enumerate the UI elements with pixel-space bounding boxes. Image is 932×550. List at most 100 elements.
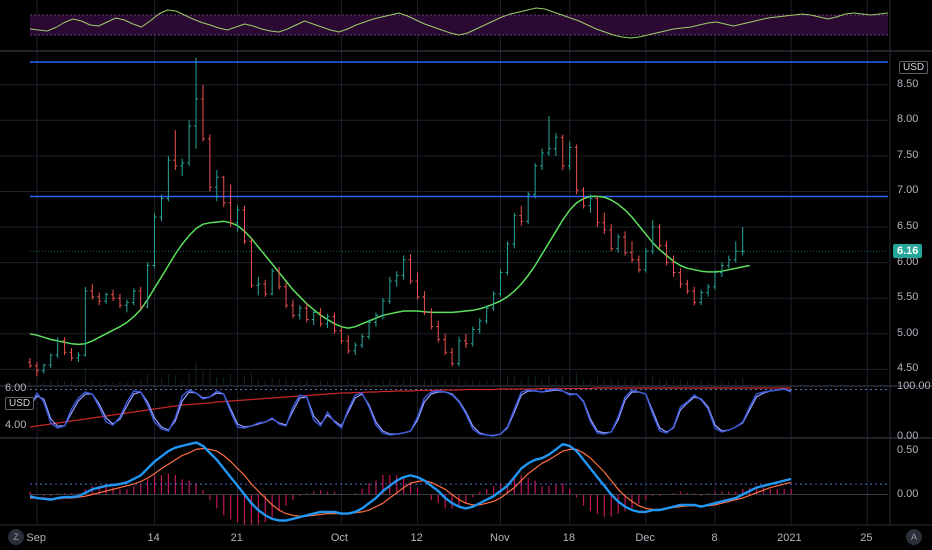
volume-bar-31 — [244, 375, 245, 385]
volume-bar-90 — [652, 376, 654, 385]
rsi-pane[interactable] — [29, 7, 889, 39]
volume-bar-88 — [638, 380, 640, 385]
volume-bar-101 — [728, 381, 730, 385]
stoch-k-line — [29, 388, 792, 437]
volume-bar-56 — [416, 378, 418, 385]
volume-bar-11 — [105, 382, 107, 385]
volume-bar-51 — [382, 379, 384, 385]
volume-bar-70 — [513, 376, 515, 385]
volume-bar-7 — [77, 382, 79, 385]
moving-average-line — [29, 195, 750, 346]
volume-bar-86 — [624, 378, 626, 385]
time-tick-label: 14 — [147, 532, 160, 544]
volume-bar-97 — [700, 381, 702, 385]
volume-bar-9 — [91, 381, 93, 385]
volume-bar-20 — [167, 373, 169, 385]
volume-bar-67 — [493, 379, 495, 385]
volume-bar-95 — [686, 381, 688, 385]
macd-pane[interactable] — [29, 441, 888, 526]
stoch-tick-label: 100.00 — [897, 380, 931, 392]
pane-separators — [0, 0, 932, 526]
stoch-tick-label: 0.00 — [897, 430, 919, 442]
time-tick-label: Nov — [490, 532, 510, 544]
volume-bar-62 — [458, 377, 460, 385]
volume-bar-93 — [673, 379, 674, 385]
volume-bar-66 — [486, 380, 488, 385]
volume-bar-55 — [410, 377, 412, 385]
macd-tick-label: 0.00 — [897, 487, 919, 500]
volume-bar-42 — [320, 380, 322, 385]
volume-bar-13 — [119, 381, 121, 385]
volume-bar-14 — [126, 381, 128, 385]
volume-bar-81 — [589, 380, 591, 385]
volume-bar-77 — [562, 376, 564, 385]
stoch-currency-badge[interactable]: USD — [5, 397, 35, 410]
volume-bar-33 — [257, 380, 259, 385]
volume-bar-23 — [188, 373, 190, 385]
volume-bar-75 — [548, 374, 550, 385]
volume-bar-58 — [430, 379, 432, 385]
volume-bar-80 — [583, 379, 585, 385]
volume-bar-18 — [154, 370, 156, 385]
volume-bar-82 — [596, 377, 598, 385]
volume-bar-1 — [36, 381, 38, 385]
last-price-tag: 6.16 — [893, 244, 923, 258]
price-tick-label: 6.50 — [897, 220, 919, 233]
volume-bar-73 — [534, 376, 536, 385]
volume-bar-39 — [299, 381, 301, 385]
stochastic-pane[interactable] — [29, 387, 888, 437]
rsi-line — [29, 7, 889, 39]
price-pane[interactable] — [28, 57, 888, 385]
volume-bar-92 — [666, 378, 668, 385]
volume-bar-83 — [603, 379, 605, 385]
volume-bar-94 — [679, 379, 681, 385]
macd-line — [29, 441, 792, 522]
volume-bar-53 — [396, 381, 398, 385]
volume-bar-79 — [576, 372, 578, 385]
volume-bar-89 — [645, 378, 647, 385]
time-tick-label: Oct — [330, 532, 348, 544]
price-tick-label: 5.00 — [897, 326, 919, 339]
volume-bar-76 — [555, 379, 557, 385]
volume-bar-2 — [43, 382, 45, 385]
volume-bar-96 — [693, 380, 695, 385]
volume-bar-43 — [327, 381, 329, 385]
time-tick-label: 2021 — [777, 532, 802, 544]
time-tick-label: 25 — [860, 532, 873, 544]
volume-bar-46 — [347, 380, 349, 385]
volume-bar-12 — [112, 382, 114, 385]
volume-bar-27 — [216, 377, 218, 385]
volume-bar-32 — [250, 372, 252, 385]
volume-bar-57 — [423, 378, 425, 385]
auto-scale-icon[interactable]: A — [906, 529, 922, 545]
volume-bar-34 — [264, 380, 266, 385]
stoch-ma-line — [29, 387, 792, 428]
volume-bar-17 — [147, 373, 149, 385]
volume-bar-49 — [368, 379, 370, 385]
price-tick-label: 7.50 — [897, 148, 919, 161]
volume-bar-24 — [195, 361, 197, 385]
volume-bar-102 — [735, 379, 737, 385]
volume-bar-87 — [631, 379, 633, 385]
volume-bar-60 — [444, 379, 446, 385]
volume-bar-36 — [278, 379, 280, 385]
volume-bar-68 — [500, 378, 502, 385]
volume-bar-45 — [340, 380, 342, 385]
volume-bar-59 — [437, 379, 439, 385]
time-tick-label: 12 — [410, 532, 423, 544]
volume-bar-41 — [313, 381, 315, 385]
volume-bar-47 — [354, 381, 356, 385]
volume-bar-99 — [714, 379, 716, 385]
volume-bar-64 — [472, 379, 474, 385]
timezone-toggle-icon[interactable]: Z — [8, 529, 24, 545]
rsi-band — [30, 15, 888, 35]
stoch-left-tick-label: 6.00 — [5, 382, 27, 394]
price-currency-badge[interactable]: USD — [899, 61, 929, 74]
volume-bar-85 — [617, 380, 619, 385]
volume-bar-0 — [29, 382, 31, 385]
volume-bar-22 — [181, 380, 183, 385]
volume-bar-37 — [285, 378, 287, 385]
price-tick-label: 8.00 — [897, 113, 919, 126]
macd-tick-label: 0.50 — [897, 444, 919, 457]
